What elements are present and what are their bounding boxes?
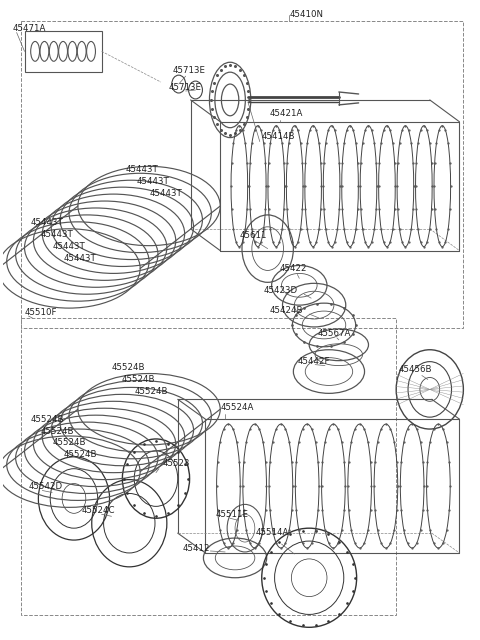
Text: 45510F: 45510F xyxy=(24,308,57,317)
Text: 45523: 45523 xyxy=(163,460,191,468)
Text: 45443T: 45443T xyxy=(40,230,73,239)
Text: 45611: 45611 xyxy=(240,231,267,240)
Text: 45443T: 45443T xyxy=(64,254,97,263)
Text: 45423D: 45423D xyxy=(264,286,298,295)
Text: 45443T: 45443T xyxy=(136,177,169,186)
Text: 45524C: 45524C xyxy=(82,506,115,515)
Text: 45421A: 45421A xyxy=(270,109,303,118)
Text: 45456B: 45456B xyxy=(398,365,432,374)
Text: 45524B: 45524B xyxy=(134,387,168,396)
Text: 45524B: 45524B xyxy=(121,375,155,384)
Text: 45713E: 45713E xyxy=(173,66,206,75)
Text: 45524A: 45524A xyxy=(220,403,253,412)
Text: 45412: 45412 xyxy=(183,543,210,552)
Text: 45442F: 45442F xyxy=(297,357,330,366)
Text: 45443T: 45443T xyxy=(149,189,182,198)
Text: 45424B: 45424B xyxy=(270,305,303,315)
Text: 45443T: 45443T xyxy=(125,165,158,174)
Text: 45422: 45422 xyxy=(279,264,307,273)
Text: 45524B: 45524B xyxy=(111,363,145,372)
Text: 45511E: 45511E xyxy=(216,510,248,519)
Text: 45542D: 45542D xyxy=(28,482,62,491)
Bar xyxy=(21,20,463,328)
Bar xyxy=(24,31,102,72)
Text: 45443T: 45443T xyxy=(30,218,63,227)
Text: 45713E: 45713E xyxy=(169,83,202,92)
Bar xyxy=(21,318,396,616)
Text: 45524B: 45524B xyxy=(40,426,74,436)
Text: 45567A: 45567A xyxy=(317,330,350,339)
Text: 45514A: 45514A xyxy=(256,527,289,537)
Text: 45414B: 45414B xyxy=(262,132,295,141)
Text: 45524B: 45524B xyxy=(30,415,64,424)
Text: 45471A: 45471A xyxy=(12,24,46,33)
Text: 45524B: 45524B xyxy=(64,451,97,460)
Text: 45410N: 45410N xyxy=(289,10,324,19)
Text: 45443T: 45443T xyxy=(52,242,85,251)
Text: 45524B: 45524B xyxy=(52,438,86,447)
